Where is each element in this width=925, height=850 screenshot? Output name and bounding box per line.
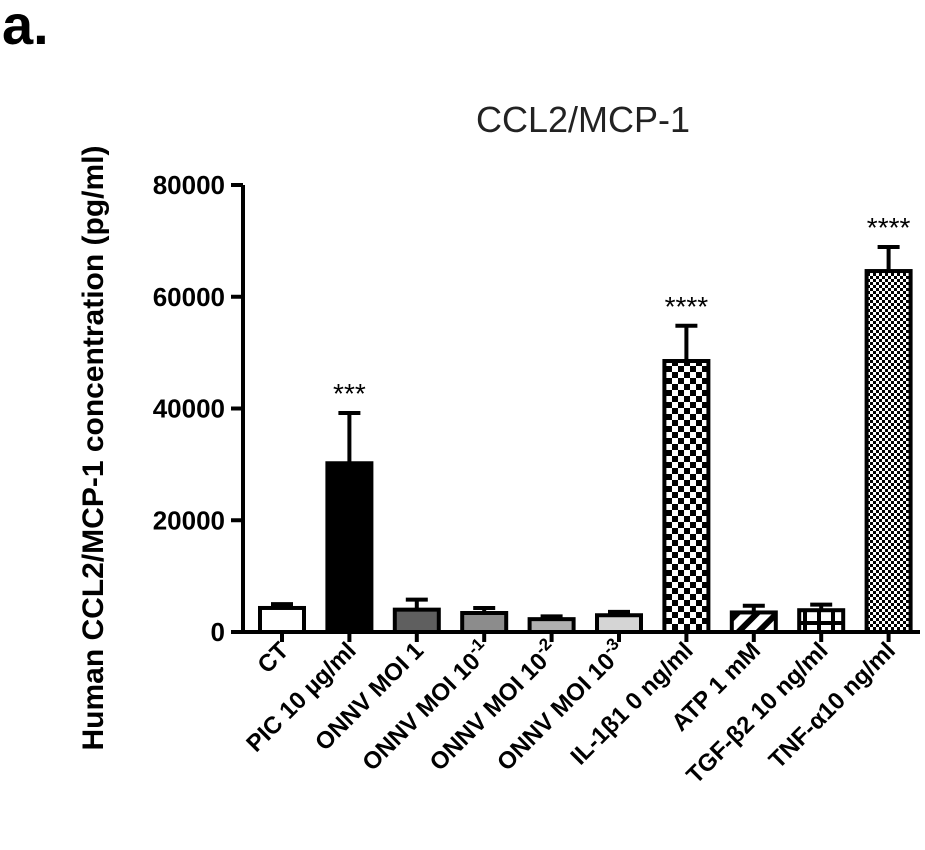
error-bar: [675, 323, 698, 362]
bar: [662, 359, 711, 634]
x-tick-label: CT: [253, 637, 295, 679]
y-tick-label: 20000: [153, 505, 225, 535]
panel-label: a.: [2, 0, 49, 56]
y-tick-label: 0: [211, 617, 225, 647]
chart-title: CCL2/MCP-1: [476, 99, 690, 140]
y-ticks: 0 20000 40000 60000 80000: [153, 170, 243, 647]
error-bar: [742, 603, 765, 613]
error-bar: [877, 245, 900, 272]
bar: [729, 610, 778, 634]
error-bars: [271, 245, 900, 620]
bar: [460, 611, 509, 635]
bar: [864, 269, 913, 634]
error-bar: [271, 602, 293, 608]
bar: [797, 608, 846, 634]
significance-marker: ****: [867, 212, 911, 243]
error-bar: [405, 597, 428, 610]
x-tick-label: IL-1β1 0 ng/ml: [565, 637, 698, 770]
y-axis-label: Human CCL2/MCP-1 concentration (pg/ml): [77, 145, 110, 750]
bar: [527, 617, 576, 634]
error-bar: [540, 614, 563, 620]
error-bar: [810, 602, 833, 611]
error-bar: [473, 605, 496, 614]
bar: [392, 607, 441, 635]
bars: [258, 269, 913, 635]
bar: [325, 461, 374, 634]
bar: [258, 605, 306, 635]
bar: [595, 613, 643, 634]
y-tick-label: 60000: [153, 282, 225, 312]
significance-marker: ***: [333, 378, 366, 409]
significance-marker: ****: [665, 291, 709, 322]
error-bar: [338, 410, 361, 464]
significance-markers: ***********: [333, 212, 910, 409]
x-tick-label: TNF-α10 ng/ml: [764, 637, 901, 774]
y-tick-label: 40000: [153, 394, 225, 424]
y-tick-label: 80000: [153, 170, 225, 200]
error-bar: [608, 609, 630, 616]
